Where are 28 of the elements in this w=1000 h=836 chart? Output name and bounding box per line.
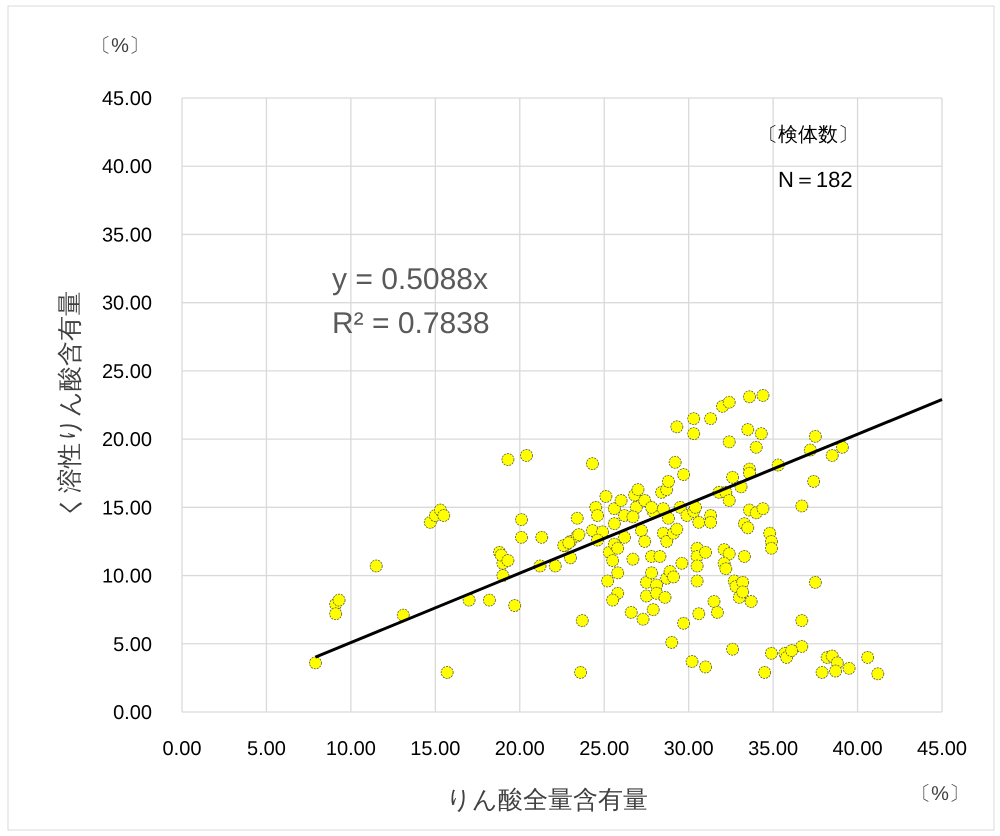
y-tick-label: 25.00 <box>102 360 152 383</box>
x-tick-label: 30.00 <box>664 738 714 760</box>
x-tick-label: 10.00 <box>326 738 376 760</box>
text: 〔%〕 <box>911 783 969 805</box>
y-tick-label: 10.00 <box>102 566 152 588</box>
x-tick-label: 35.00 <box>748 738 798 760</box>
y-tick-label: 20.00 <box>102 429 152 452</box>
y-tick-label: 15.00 <box>102 497 152 520</box>
y-tick-label: 40.00 <box>102 156 152 178</box>
y-axis-title: く溶性りん酸含有量 <box>56 291 84 519</box>
annotation: 〔検体数〕 <box>758 124 858 146</box>
x-tick-label: 0.00 <box>162 738 202 760</box>
y-tick-label: 5.00 <box>113 634 152 656</box>
x-tick-label: 25.00 <box>579 738 630 760</box>
y-tick-label: 35.00 <box>102 224 152 246</box>
y-tick-label: 45.00 <box>102 88 152 110</box>
y-tick-label: 0.00 <box>113 702 152 724</box>
x-tick-label: 5.00 <box>246 738 286 760</box>
y-tick-label: 30.00 <box>102 292 152 315</box>
x-axis-title: りん酸全量含有量 <box>446 786 648 814</box>
x-tick-label: 45.00 <box>916 738 968 760</box>
annotation: N＝182 <box>778 167 853 192</box>
x-tick-label: 20.00 <box>494 738 545 760</box>
annotation: R² = 0.7838 <box>332 307 490 340</box>
x-tick-label: 15.00 <box>410 738 460 760</box>
x-tick-label: 40.00 <box>832 738 883 760</box>
annotation: y = 0.5088x <box>332 263 488 296</box>
text: 〔%〕 <box>91 35 149 57</box>
